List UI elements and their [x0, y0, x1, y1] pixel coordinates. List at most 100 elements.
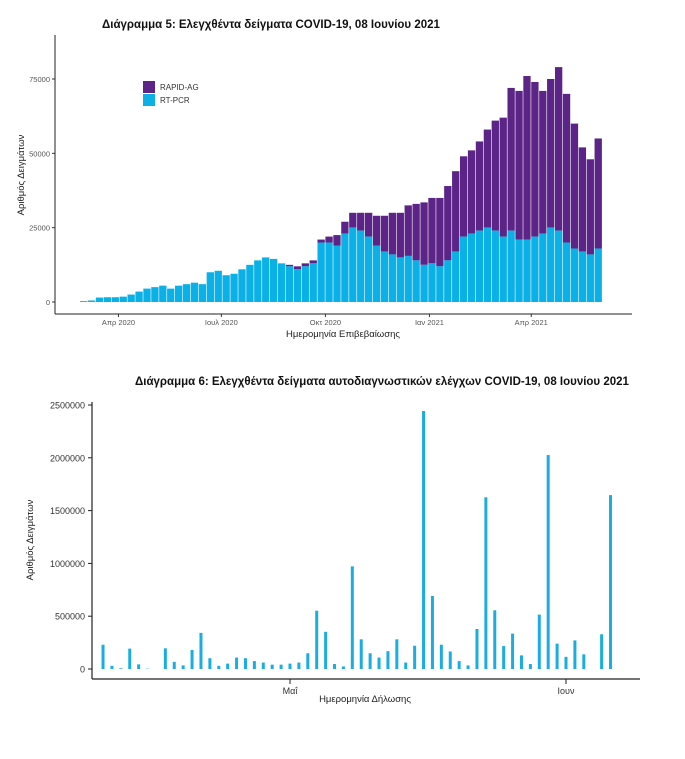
chart-5-legend: RAPID-AG RT-PCR: [143, 81, 199, 106]
bar-rt-pcr: [278, 263, 285, 302]
x-tick-label: Ιουλ 2020: [205, 318, 238, 327]
bar-self-test: [556, 644, 559, 669]
bar-rapid-ag: [571, 124, 578, 249]
bar-rapid-ag: [555, 67, 562, 231]
bar-rapid-ag: [302, 263, 309, 266]
y-tick-label: 75000: [29, 75, 50, 84]
bar-self-test: [137, 664, 140, 669]
bar-rt-pcr: [507, 231, 514, 302]
bar-rt-pcr: [120, 297, 127, 302]
bar-rt-pcr: [262, 257, 269, 302]
bar-rt-pcr: [341, 234, 348, 302]
bar-rt-pcr: [104, 297, 111, 302]
bar-rt-pcr: [381, 251, 388, 302]
x-tick-label: Οκτ 2020: [310, 318, 341, 327]
bar-rapid-ag: [579, 147, 586, 251]
bar-rapid-ag: [357, 213, 364, 231]
bar-self-test: [609, 495, 612, 669]
bar-rt-pcr: [183, 284, 190, 302]
bar-rt-pcr: [515, 240, 522, 302]
bar-self-test: [119, 668, 122, 669]
bar-rt-pcr: [80, 301, 87, 302]
bar-self-test: [458, 661, 461, 669]
bar-self-test: [182, 665, 185, 669]
bar-self-test: [217, 666, 220, 669]
bar-rapid-ag: [531, 82, 538, 237]
chart-5: Διάγραμμα 5: Ελεγχθέντα δείγματα COVID-1…: [16, 19, 632, 340]
y-tick-label: 50000: [29, 149, 50, 158]
bar-rt-pcr: [436, 266, 443, 302]
bar-rt-pcr: [587, 254, 594, 302]
bar-rt-pcr: [175, 286, 182, 302]
bar-self-test: [467, 665, 470, 669]
bar-self-test: [128, 649, 131, 669]
bar-self-test: [369, 653, 372, 669]
bar-self-test: [493, 610, 496, 669]
bar-rt-pcr: [333, 246, 340, 302]
bar-rapid-ag: [317, 240, 324, 243]
legend-label-rt-pcr: RT-PCR: [160, 96, 190, 105]
bar-rt-pcr: [555, 231, 562, 302]
bar-rt-pcr: [191, 283, 198, 302]
bar-self-test: [102, 645, 105, 669]
bar-rt-pcr: [460, 237, 467, 302]
y-tick-label: 25000: [29, 224, 50, 233]
chart-6: Διάγραμμα 6: Ελεγχθέντα δείγματα αυτοδια…: [25, 376, 640, 705]
bar-rapid-ag: [294, 266, 301, 269]
bar-rt-pcr: [571, 248, 578, 302]
bar-rt-pcr: [373, 246, 380, 302]
bar-rt-pcr: [135, 292, 142, 302]
bar-self-test: [226, 664, 229, 669]
bar-self-test: [538, 615, 541, 669]
legend-swatch-rt-pcr: [143, 94, 155, 106]
legend-label-rapid-ag: RAPID-AG: [160, 83, 199, 92]
bar-rt-pcr: [127, 295, 134, 302]
bar-self-test: [297, 663, 300, 669]
bar-rapid-ag: [381, 216, 388, 252]
bar-self-test: [484, 497, 487, 669]
bar-self-test: [520, 655, 523, 669]
bar-self-test: [315, 611, 318, 669]
bar-rt-pcr: [222, 275, 229, 302]
bar-self-test: [262, 663, 265, 669]
bar-rt-pcr: [294, 269, 301, 302]
bar-rt-pcr: [539, 234, 546, 302]
bar-rt-pcr: [595, 248, 602, 302]
y-tick-label: 2500000: [50, 401, 85, 411]
bar-rapid-ag: [333, 235, 340, 245]
bar-rt-pcr: [143, 289, 150, 302]
bar-rt-pcr: [199, 284, 206, 302]
bar-self-test: [431, 596, 434, 669]
bar-rt-pcr: [476, 231, 483, 302]
bar-rt-pcr: [88, 301, 95, 302]
bar-rapid-ag: [539, 91, 546, 234]
bar-self-test: [199, 633, 202, 669]
bar-rapid-ag: [373, 216, 380, 246]
bar-self-test: [244, 658, 247, 669]
bar-rapid-ag: [500, 118, 507, 237]
bar-rapid-ag: [389, 213, 396, 255]
bar-rt-pcr: [96, 298, 103, 302]
bar-rapid-ag: [492, 121, 499, 231]
bar-self-test: [378, 658, 381, 669]
y-tick-label: 2000000: [50, 453, 85, 463]
bar-rapid-ag: [507, 88, 514, 231]
x-tick-label: Μαΐ: [283, 686, 299, 696]
bar-self-test: [395, 639, 398, 669]
bar-rapid-ag: [523, 76, 530, 240]
bar-rapid-ag: [310, 260, 317, 263]
x-tick-label: Ιαν 2021: [415, 318, 444, 327]
bar-rapid-ag: [484, 130, 491, 228]
bar-rt-pcr: [238, 269, 245, 302]
bar-rt-pcr: [500, 237, 507, 302]
bar-self-test: [529, 664, 532, 669]
chart-6-bars: [102, 411, 612, 669]
bar-rapid-ag: [547, 79, 554, 228]
bar-rapid-ag: [428, 198, 435, 263]
bar-rt-pcr: [444, 260, 451, 302]
bar-self-test: [475, 629, 478, 669]
bar-rapid-ag: [452, 171, 459, 251]
bar-self-test: [333, 664, 336, 669]
bar-self-test: [565, 657, 568, 669]
